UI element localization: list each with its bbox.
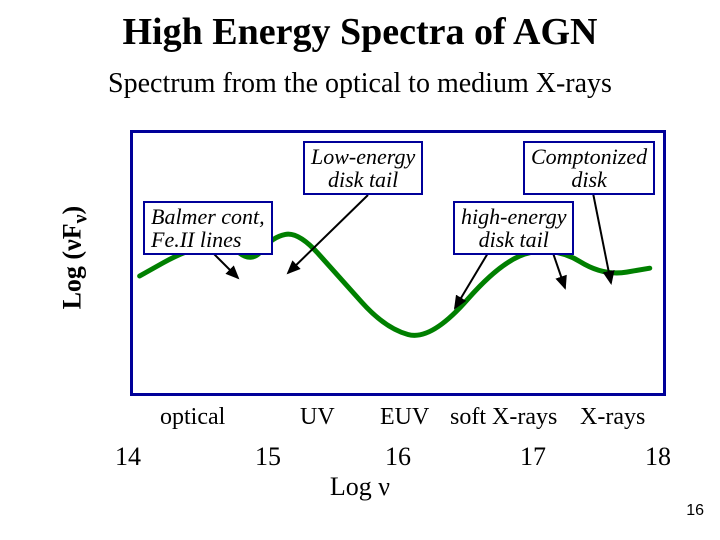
band-label: soft X-rays	[450, 404, 557, 431]
band-label: optical	[160, 404, 225, 431]
x-tick-label: 15	[255, 442, 281, 472]
band-labels-row: optical UV EUV soft X-rays X-rays	[130, 404, 660, 434]
x-tick-label: 17	[520, 442, 546, 472]
x-tick-label: 16	[385, 442, 411, 472]
page-subtitle: Spectrum from the optical to medium X-ra…	[0, 68, 720, 100]
annotation-balmer: Balmer cont,Fe.II lines	[143, 201, 273, 255]
x-tick-row: 14 15 16 17 18	[115, 442, 675, 472]
page-title: High Energy Spectra of AGN	[0, 10, 720, 54]
band-label: X-rays	[580, 404, 645, 431]
band-label: EUV	[380, 404, 429, 431]
x-axis-label: Log ν	[0, 472, 720, 502]
annotation-high-energy-tail: high-energydisk tail	[453, 201, 574, 255]
slide: High Energy Spectra of AGN Spectrum from…	[0, 0, 720, 540]
spectrum-chart: Low-energydisk tail Balmer cont,Fe.II lin…	[130, 130, 666, 396]
page-number: 16	[686, 502, 704, 520]
annotation-low-energy-tail: Low-energydisk tail	[303, 141, 423, 195]
annotation-comptonized: Comptonizeddisk	[523, 141, 655, 195]
y-axis-label-wrap: Log (νFν)	[60, 130, 90, 390]
x-tick-label: 14	[115, 442, 141, 472]
band-label: UV	[300, 404, 335, 431]
y-axis-label: Log (νFν)	[57, 143, 92, 373]
x-tick-label: 18	[645, 442, 671, 472]
annotation-layer: Low-energydisk tail Balmer cont,Fe.II lin…	[133, 133, 663, 393]
